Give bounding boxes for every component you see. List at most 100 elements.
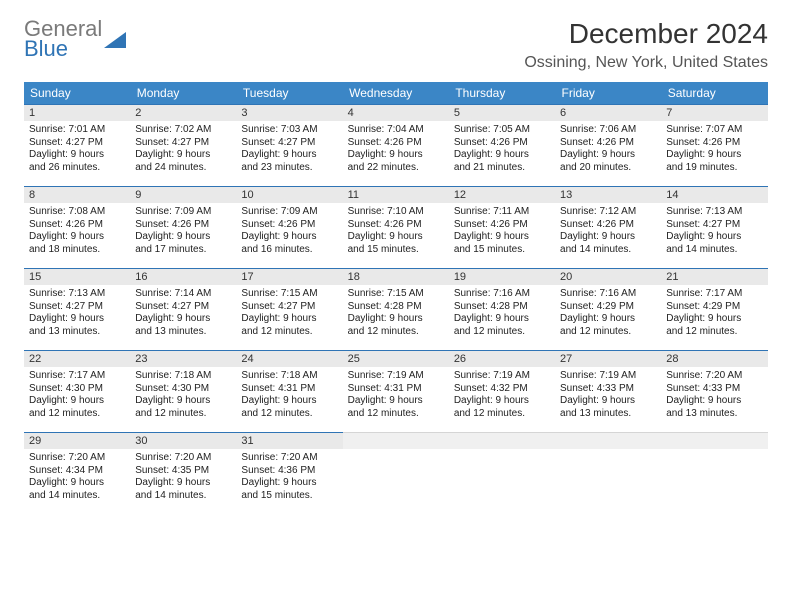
calendar-cell: 20Sunrise: 7:16 AMSunset: 4:29 PMDayligh… — [555, 268, 661, 350]
day-number: 31 — [236, 432, 342, 449]
calendar-cell: 7 Sunrise: 7:07 AMSunset: 4:26 PMDaylight… — [661, 104, 767, 186]
calendar-cell: 10 Sunrise: 7:09 AMSunset: 4:26 PMDayligh… — [236, 186, 342, 268]
day-info: Sunrise: 7:09 AMSunset: 4:26 PMDaylight:… — [241, 206, 337, 256]
calendar-cell: 31Sunrise: 7:20 AMSunset: 4:36 PMDayligh… — [236, 432, 342, 514]
day-number: 24 — [236, 350, 342, 367]
header: General Blue December 2024 Ossining, New… — [24, 18, 768, 72]
day-info: Sunrise: 7:06 AMSunset: 4:26 PMDaylight:… — [560, 124, 656, 174]
day-info: Sunrise: 7:18 AMSunset: 4:30 PMDaylight:… — [135, 370, 231, 420]
logo: General Blue — [24, 18, 126, 60]
calendar-cell: 15 Sunrise: 7:13 AMSunset: 4:27 PMDayligh… — [24, 268, 130, 350]
calendar-cell: 13 Sunrise: 7:12 AMSunset: 4:26 PMDayligh… — [555, 186, 661, 268]
day-info: Sunrise: 7:12 AMSunset: 4:26 PMDaylight:… — [560, 206, 656, 256]
day-number: 12 — [449, 186, 555, 203]
day-info: Sunrise: 7:15 AMSunset: 4:27 PMDaylight:… — [241, 288, 337, 338]
day-number: 4 — [343, 104, 449, 121]
calendar-cell: 12 Sunrise: 7:11 AMSunset: 4:26 PMDayligh… — [449, 186, 555, 268]
day-info: Sunrise: 7:15 AMSunset: 4:28 PMDaylight:… — [348, 288, 444, 338]
day-number: 29 — [24, 432, 130, 449]
day-number: 10 — [236, 186, 342, 203]
calendar-head: SundayMondayTuesdayWednesdayThursdayFrid… — [24, 82, 768, 104]
calendar-week: 1 Sunrise: 7:01 AMSunset: 4:27 PMDaylight… — [24, 104, 768, 186]
day-number: 6 — [555, 104, 661, 121]
logo-line2: Blue — [24, 38, 102, 60]
calendar-cell: 18Sunrise: 7:15 AMSunset: 4:28 PMDayligh… — [343, 268, 449, 350]
calendar-cell — [661, 432, 767, 514]
day-number — [661, 432, 767, 449]
day-number: 26 — [449, 350, 555, 367]
day-info: Sunrise: 7:13 AMSunset: 4:27 PMDaylight:… — [29, 288, 125, 338]
calendar-cell: 4 Sunrise: 7:04 AMSunset: 4:26 PMDaylight… — [343, 104, 449, 186]
day-info: Sunrise: 7:02 AMSunset: 4:27 PMDaylight:… — [135, 124, 231, 174]
calendar-cell: 11 Sunrise: 7:10 AMSunset: 4:26 PMDayligh… — [343, 186, 449, 268]
day-info: Sunrise: 7:17 AMSunset: 4:30 PMDaylight:… — [29, 370, 125, 420]
day-number: 3 — [236, 104, 342, 121]
calendar-cell: 28Sunrise: 7:20 AMSunset: 4:33 PMDayligh… — [661, 350, 767, 432]
day-number: 13 — [555, 186, 661, 203]
calendar-body: 1 Sunrise: 7:01 AMSunset: 4:27 PMDaylight… — [24, 104, 768, 514]
calendar-cell: 22Sunrise: 7:17 AMSunset: 4:30 PMDayligh… — [24, 350, 130, 432]
calendar-cell: 27Sunrise: 7:19 AMSunset: 4:33 PMDayligh… — [555, 350, 661, 432]
title-block: December 2024 Ossining, New York, United… — [524, 18, 768, 72]
location: Ossining, New York, United States — [524, 54, 768, 72]
weekday-header: Friday — [555, 82, 661, 104]
day-number: 1 — [24, 104, 130, 121]
calendar-cell: 1 Sunrise: 7:01 AMSunset: 4:27 PMDaylight… — [24, 104, 130, 186]
day-info: Sunrise: 7:10 AMSunset: 4:26 PMDaylight:… — [348, 206, 444, 256]
day-info: Sunrise: 7:16 AMSunset: 4:28 PMDaylight:… — [454, 288, 550, 338]
day-info: Sunrise: 7:19 AMSunset: 4:31 PMDaylight:… — [348, 370, 444, 420]
weekday-header: Sunday — [24, 82, 130, 104]
calendar-cell — [449, 432, 555, 514]
day-info: Sunrise: 7:07 AMSunset: 4:26 PMDaylight:… — [666, 124, 762, 174]
weekday-header: Monday — [130, 82, 236, 104]
day-number: 11 — [343, 186, 449, 203]
day-number — [555, 432, 661, 449]
calendar-cell: 17 Sunrise: 7:15 AMSunset: 4:27 PMDayligh… — [236, 268, 342, 350]
day-info: Sunrise: 7:04 AMSunset: 4:26 PMDaylight:… — [348, 124, 444, 174]
day-number: 5 — [449, 104, 555, 121]
month-title: December 2024 — [524, 18, 768, 50]
day-number: 15 — [24, 268, 130, 285]
calendar-cell: 14Sunrise: 7:13 AMSunset: 4:27 PMDayligh… — [661, 186, 767, 268]
day-info: Sunrise: 7:08 AMSunset: 4:26 PMDaylight:… — [29, 206, 125, 256]
calendar-cell: 9Sunrise: 7:09 AMSunset: 4:26 PMDaylight… — [130, 186, 236, 268]
day-number: 25 — [343, 350, 449, 367]
day-info: Sunrise: 7:17 AMSunset: 4:29 PMDaylight:… — [666, 288, 762, 338]
calendar-week: 15 Sunrise: 7:13 AMSunset: 4:27 PMDayligh… — [24, 268, 768, 350]
calendar-week: 29Sunrise: 7:20 AMSunset: 4:34 PMDayligh… — [24, 432, 768, 514]
calendar-cell: 8 Sunrise: 7:08 AMSunset: 4:26 PMDaylight… — [24, 186, 130, 268]
calendar-cell: 19 Sunrise: 7:16 AMSunset: 4:28 PMDayligh… — [449, 268, 555, 350]
calendar-table: SundayMondayTuesdayWednesdayThursdayFrid… — [24, 82, 768, 514]
day-number: 16 — [130, 268, 236, 285]
day-info: Sunrise: 7:19 AMSunset: 4:32 PMDaylight:… — [454, 370, 550, 420]
weekday-header: Wednesday — [343, 82, 449, 104]
triangle-icon — [104, 30, 126, 52]
day-number: 19 — [449, 268, 555, 285]
day-info: Sunrise: 7:19 AMSunset: 4:33 PMDaylight:… — [560, 370, 656, 420]
day-info: Sunrise: 7:09 AMSunset: 4:26 PMDaylight:… — [135, 206, 231, 256]
day-info: Sunrise: 7:11 AMSunset: 4:26 PMDaylight:… — [454, 206, 550, 256]
day-info: Sunrise: 7:16 AMSunset: 4:29 PMDaylight:… — [560, 288, 656, 338]
day-number: 2 — [130, 104, 236, 121]
calendar-cell: 26 Sunrise: 7:19 AMSunset: 4:32 PMDayligh… — [449, 350, 555, 432]
calendar-cell: 25 Sunrise: 7:19 AMSunset: 4:31 PMDayligh… — [343, 350, 449, 432]
day-number: 23 — [130, 350, 236, 367]
weekday-header: Tuesday — [236, 82, 342, 104]
day-info: Sunrise: 7:20 AMSunset: 4:35 PMDaylight:… — [135, 452, 231, 502]
day-number: 7 — [661, 104, 767, 121]
day-number: 21 — [661, 268, 767, 285]
day-info: Sunrise: 7:20 AMSunset: 4:33 PMDaylight:… — [666, 370, 762, 420]
day-info: Sunrise: 7:03 AMSunset: 4:27 PMDaylight:… — [241, 124, 337, 174]
day-info: Sunrise: 7:01 AMSunset: 4:27 PMDaylight:… — [29, 124, 125, 174]
calendar-cell: 6 Sunrise: 7:06 AMSunset: 4:26 PMDaylight… — [555, 104, 661, 186]
calendar-cell: 3 Sunrise: 7:03 AMSunset: 4:27 PMDaylight… — [236, 104, 342, 186]
day-number: 17 — [236, 268, 342, 285]
day-number: 8 — [24, 186, 130, 203]
day-info: Sunrise: 7:18 AMSunset: 4:31 PMDaylight:… — [241, 370, 337, 420]
calendar-cell: 24 Sunrise: 7:18 AMSunset: 4:31 PMDayligh… — [236, 350, 342, 432]
day-info: Sunrise: 7:13 AMSunset: 4:27 PMDaylight:… — [666, 206, 762, 256]
calendar-cell: 23 Sunrise: 7:18 AMSunset: 4:30 PMDayligh… — [130, 350, 236, 432]
calendar-cell: 30Sunrise: 7:20 AMSunset: 4:35 PMDayligh… — [130, 432, 236, 514]
calendar-cell: 2 Sunrise: 7:02 AMSunset: 4:27 PMDaylight… — [130, 104, 236, 186]
calendar-cell — [555, 432, 661, 514]
